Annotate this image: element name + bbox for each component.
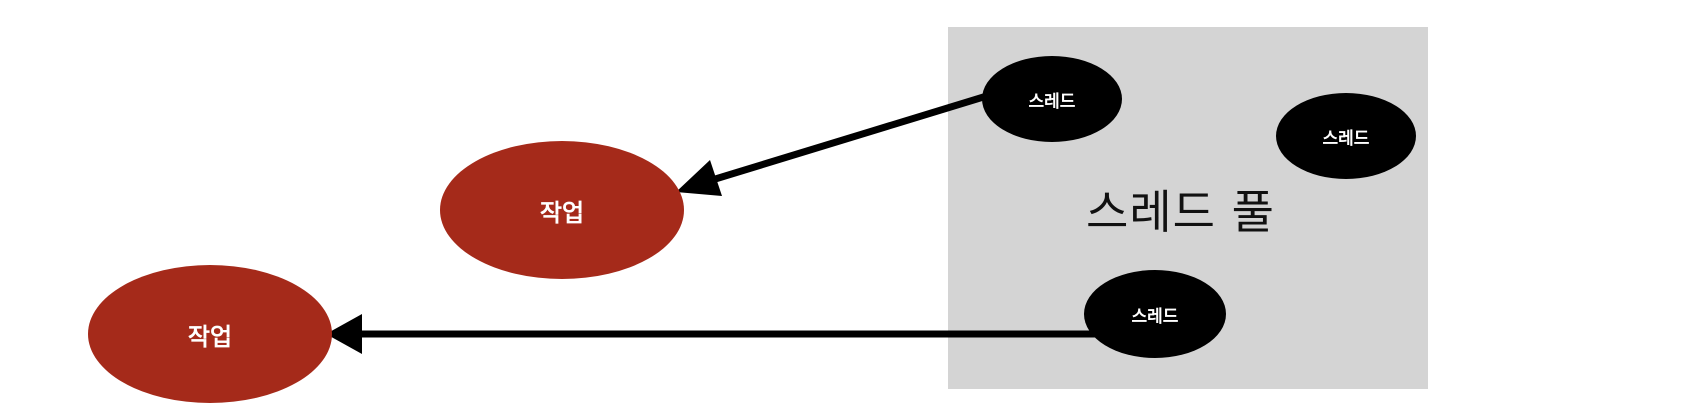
task-node-lower: 작업 [88, 265, 332, 403]
arrow-thread-to-task-lower [326, 314, 1095, 354]
task-node-upper: 작업 [440, 141, 684, 279]
thread-node-1: 스레드 [982, 56, 1122, 142]
thread-node-3: 스레드 [1084, 270, 1226, 358]
thread-node-2: 스레드 [1276, 93, 1416, 179]
arrow-thread-to-task-upper [676, 91, 992, 196]
thread-pool-label: 스레드 풀 [1086, 185, 1275, 239]
